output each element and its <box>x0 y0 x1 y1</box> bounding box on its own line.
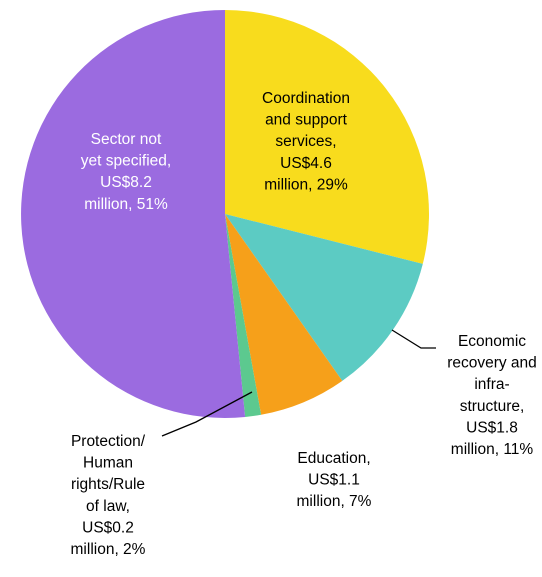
pie-slice-protection-human-rights-rule-of-law <box>225 214 262 418</box>
pie-slice-economic-recovery-and-infrastructure <box>225 214 423 381</box>
leader-line-protection-human-rights-rule-of-law <box>161 391 253 437</box>
slice-label-line: US$1.8 <box>466 419 518 436</box>
slice-label-line: million, 29% <box>264 176 348 193</box>
slice-label-line: US$1.1 <box>308 472 360 489</box>
slice-label-line: Human <box>83 455 133 472</box>
slice-label-line: services, <box>275 133 336 150</box>
slice-label-protection-human-rights-rule-of-law: Protection/Human rights/Rule of law, US$0.2… <box>71 433 146 558</box>
slice-label-line: structure, <box>460 398 525 415</box>
slice-label-sector-not-yet-specified: Sector not yet specified, US$8.2 million, 5… <box>81 131 171 213</box>
slice-label-line: US$8.2 <box>100 174 152 191</box>
pie-slices <box>21 10 429 418</box>
pie-slice-sector-not-yet-specified <box>21 10 246 418</box>
pie-slice-coordination-and-support-services <box>225 10 429 264</box>
slice-label-line: Protection/ <box>71 433 146 450</box>
slice-label-coordination-and-support-services: Coordination and support services, US$4.6 mi… <box>262 90 350 193</box>
slice-label-line: Education, <box>297 450 370 467</box>
slice-label-line: rights/Rule <box>71 476 145 493</box>
leader-lines <box>161 329 436 437</box>
slice-label-line: Coordination <box>262 90 350 107</box>
slice-label-line: US$4.6 <box>280 155 332 172</box>
slice-label-line: of law, <box>86 498 130 515</box>
slice-label-line: infra- <box>474 376 509 393</box>
slice-label-line: and support <box>265 112 348 129</box>
slice-label-line: Economic <box>458 333 526 350</box>
pie-slice-education <box>225 214 343 415</box>
slice-label-line: Sector not <box>91 131 162 148</box>
slice-label-economic-recovery-and-infrastructure: Economic recovery and infra-structure, US$1… <box>447 333 537 458</box>
slice-label-line: million, 11% <box>451 441 534 458</box>
slice-label-line: million, 7% <box>297 493 372 510</box>
slice-label-line: US$0.2 <box>82 519 134 536</box>
slice-labels: Coordination and support services, US$4.6 mi… <box>71 90 537 558</box>
slice-label-line: million, 51% <box>84 196 168 213</box>
slice-label-line: yet specified, <box>81 153 171 170</box>
slice-label-line: million, 2% <box>71 541 146 558</box>
leader-line-economic-recovery-and-infrastructure <box>391 329 436 349</box>
slice-label-line: recovery and <box>447 355 537 372</box>
slice-label-education: Education, US$1.1 million, 7% <box>297 450 372 510</box>
